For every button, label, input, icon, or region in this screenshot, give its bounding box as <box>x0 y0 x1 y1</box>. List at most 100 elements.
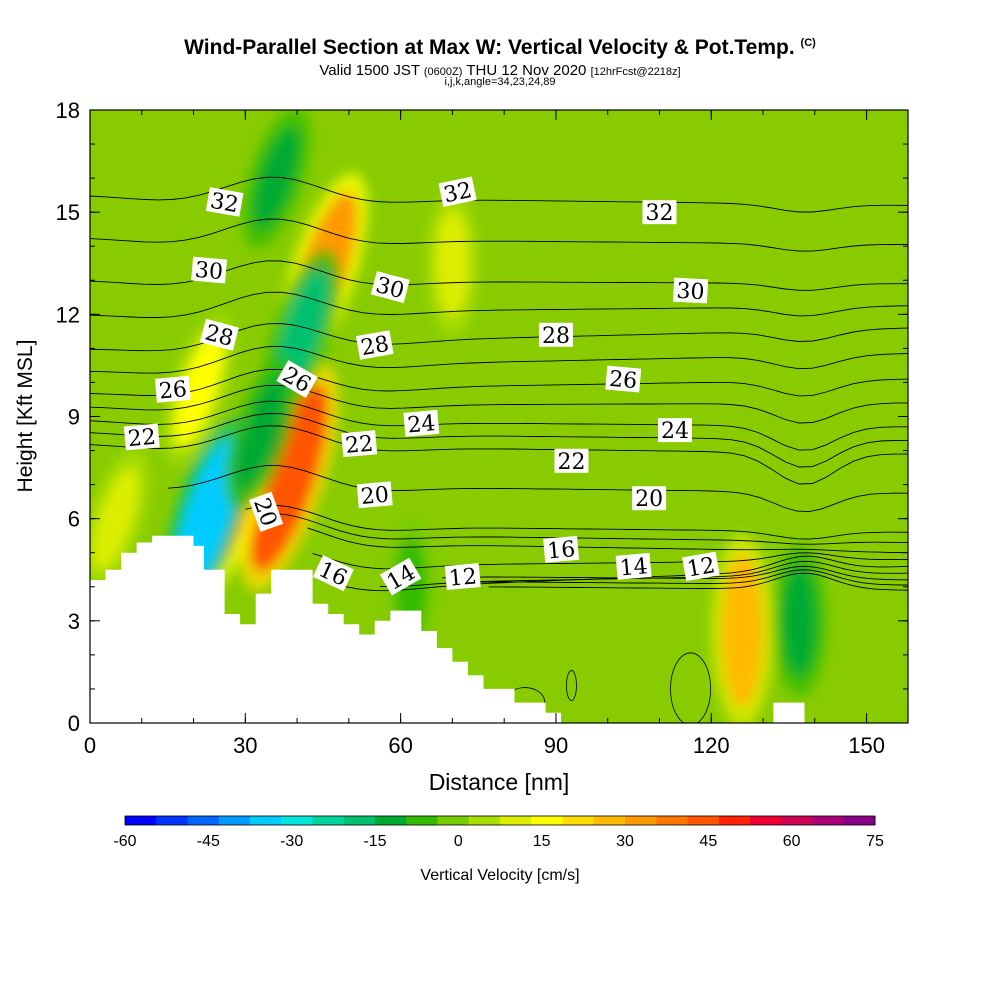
colorbar-label: Vertical Velocity [cm/s] <box>420 867 579 884</box>
contour-label: 28 <box>355 330 394 361</box>
isentrope-line <box>245 505 908 540</box>
colorbar-swatch <box>500 816 532 825</box>
contour-label-box <box>538 322 573 347</box>
isentrope-line <box>442 565 908 581</box>
contour-label-box <box>438 176 477 208</box>
colorbar-tick-label: -60 <box>113 833 136 850</box>
colorbar-tick-label: 30 <box>616 833 634 850</box>
colorbar-swatch <box>468 816 501 825</box>
isentrope-line <box>90 345 908 374</box>
colorbar-swatch <box>781 816 813 825</box>
contour-label-text: 32 <box>208 189 240 218</box>
contour-label: 12 <box>682 551 720 583</box>
colorbar-tick-label: 60 <box>783 833 801 850</box>
y-tick-label: 12 <box>56 302 80 327</box>
y-tick-label: 15 <box>56 200 80 225</box>
field-cores <box>90 110 827 723</box>
y-tick-label: 9 <box>68 405 80 430</box>
contour-label-box <box>682 551 720 582</box>
contour-label: 32 <box>205 187 244 218</box>
contour-label-box <box>379 557 422 596</box>
contour-label-box <box>154 375 191 403</box>
isentrope-line <box>488 572 908 591</box>
contour-label-text: 24 <box>661 419 689 444</box>
valid-prefix: Valid 1500 JST <box>319 62 420 79</box>
isentrope-line <box>465 569 908 586</box>
contour-label-box <box>191 256 228 284</box>
isentrope-line <box>317 555 908 592</box>
isentrope-line <box>90 413 908 468</box>
contour-label-box <box>370 271 410 304</box>
colorbar-swatch <box>375 816 407 825</box>
contour-label: 20 <box>632 486 667 512</box>
x-tick-label: 30 <box>233 733 257 758</box>
contour-label-text: 20 <box>360 483 390 510</box>
contour-label-text: 28 <box>359 332 391 361</box>
colorbar-swatch <box>843 816 876 825</box>
terrain-mask <box>90 535 908 723</box>
y-tick-label: 6 <box>68 507 80 532</box>
contour-label-box <box>672 277 709 304</box>
colorbar-swatch <box>406 816 438 825</box>
contour-label: 26 <box>154 375 191 404</box>
colorbar-swatch <box>593 816 626 825</box>
colorbar-frame <box>124 815 876 826</box>
contour-label: 20 <box>356 481 393 510</box>
y-axis-label: Height [Kft MSL] <box>14 340 37 493</box>
updraft-core <box>721 554 764 708</box>
contour-label-box <box>276 360 318 398</box>
downdraft-core <box>782 565 817 677</box>
colorbar-tick-label: -15 <box>363 833 386 850</box>
x-tick-label: 90 <box>544 733 568 758</box>
colorbar-tick-label: -30 <box>280 833 303 850</box>
contour-label: 32 <box>642 200 677 226</box>
contour-label-box <box>554 448 589 473</box>
contour-label: 32 <box>438 176 477 208</box>
contour-label-text: 12 <box>685 553 717 582</box>
isentrope-line <box>307 527 908 554</box>
isentrope-line <box>276 513 908 545</box>
closed-contour <box>670 652 711 723</box>
contour-label-box <box>658 418 693 443</box>
isentrope-line <box>90 384 908 424</box>
contour-label-box <box>605 365 642 393</box>
isentrope-line <box>90 291 908 318</box>
terrain-polygon <box>90 535 908 723</box>
contour-label-box <box>248 491 284 532</box>
contour-label-text: 16 <box>546 537 576 564</box>
downdraft-core <box>253 127 300 229</box>
contour-label-text: 14 <box>619 554 649 581</box>
colorbar-swatch <box>187 816 220 825</box>
axes: 0 30 60 90 120 150 0 3 6 9 12 15 18 <box>56 98 908 758</box>
chart-subtitle: Valid 1500 JST (0600Z) THU 12 Nov 2020 [… <box>0 62 1000 79</box>
contour-label-box <box>403 409 440 437</box>
contour-label-text: 28 <box>542 324 570 349</box>
contour-label: 22 <box>341 430 378 459</box>
colorbar-tick-label: 0 <box>454 833 463 850</box>
contour-label: 30 <box>370 271 410 304</box>
potential-temperature-contours <box>90 176 908 723</box>
colorbar-swatch <box>312 816 345 825</box>
contour-label: 20 <box>248 491 284 532</box>
contour-label-box <box>341 430 378 458</box>
title-text: Wind-Parallel Section at Max W: Vertical… <box>184 36 795 59</box>
colorbar-swatch <box>281 816 313 825</box>
contour-label: 14 <box>615 552 652 582</box>
colorbar-tick-label: 15 <box>533 833 551 850</box>
colorbar: -60 -45 -30 -15 0 15 30 45 60 75 <box>113 815 884 850</box>
colorbar-swatch <box>156 816 188 825</box>
contour-label-box <box>444 563 481 590</box>
colorbar-swatch <box>750 816 782 825</box>
colorbar-swatch <box>812 816 845 825</box>
colorbar-swatch <box>718 816 751 825</box>
colorbar-swatch <box>343 816 376 825</box>
isentrope-line <box>90 400 908 451</box>
contour-label-text: 30 <box>194 258 224 285</box>
closed-contour <box>566 670 577 701</box>
contour-label-text: 22 <box>557 450 585 475</box>
updraft-core <box>435 210 469 317</box>
contour-label-box <box>355 330 394 360</box>
x-tick-label: 60 <box>388 733 412 758</box>
contour-label-text: 26 <box>158 377 188 404</box>
isentrope-line <box>90 368 908 397</box>
